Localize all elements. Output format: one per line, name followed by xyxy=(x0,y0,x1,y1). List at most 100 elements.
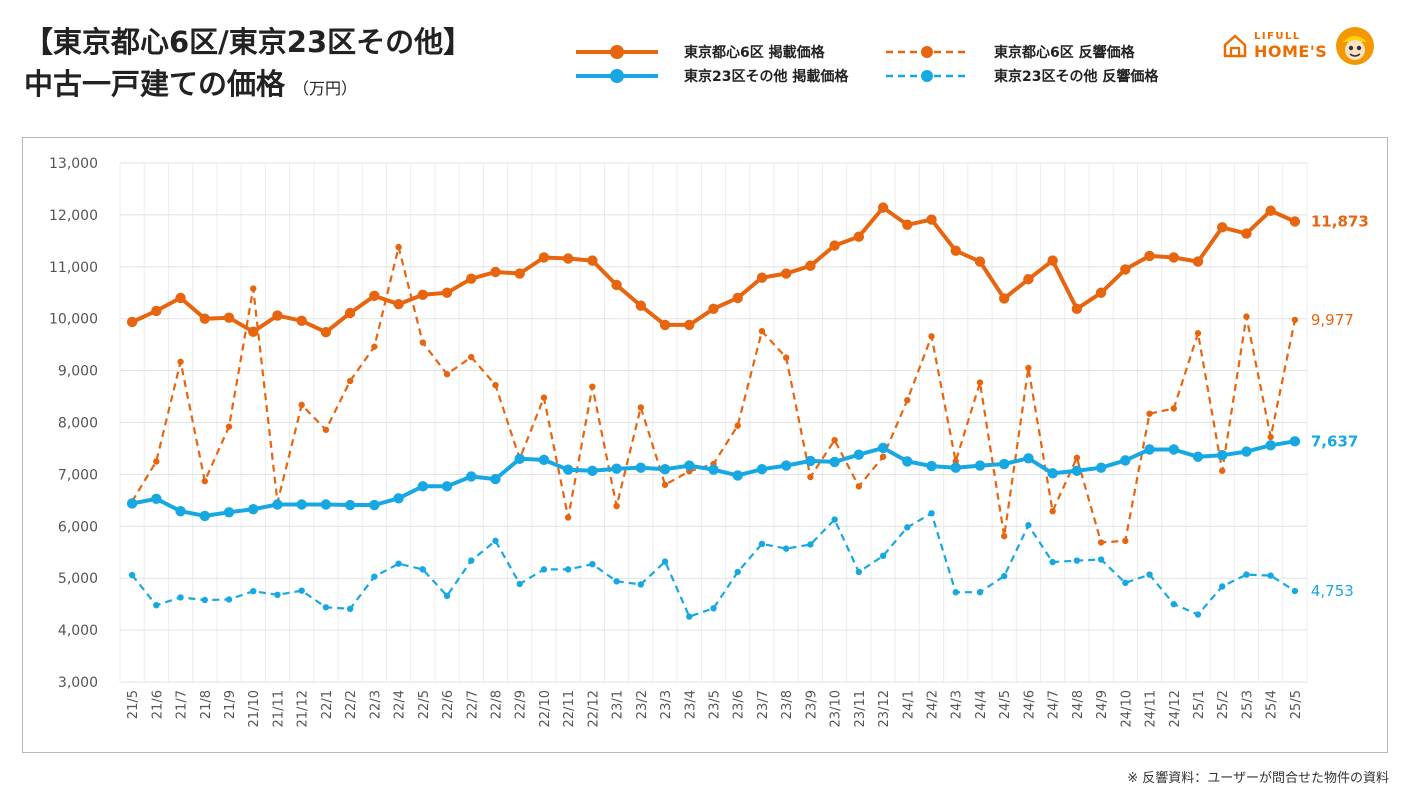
x-tick-label: 22/1 xyxy=(320,690,335,719)
data-point xyxy=(928,333,935,340)
data-point xyxy=(1291,587,1299,595)
x-tick-label: 23/3 xyxy=(659,690,674,719)
data-point xyxy=(661,558,669,565)
x-tick-label: 24/10 xyxy=(1119,690,1134,727)
data-point xyxy=(758,540,766,548)
x-tick-label: 25/2 xyxy=(1216,690,1231,719)
data-point xyxy=(468,353,475,361)
x-tick-label: 24/6 xyxy=(1022,690,1037,719)
data-point xyxy=(562,253,574,264)
data-point xyxy=(732,470,743,481)
data-point xyxy=(272,499,283,510)
data-point xyxy=(514,268,525,279)
data-point xyxy=(1267,433,1274,441)
footnote: ※ 反響資料：ユーザーが問合せた物件の資料 xyxy=(1127,771,1389,786)
data-point xyxy=(175,506,186,517)
data-point xyxy=(564,566,572,573)
data-point xyxy=(1170,405,1177,412)
x-tick-label: 25/3 xyxy=(1240,690,1255,719)
data-point xyxy=(128,571,136,579)
x-tick-label: 21/8 xyxy=(199,690,214,719)
data-point xyxy=(490,473,501,485)
data-point xyxy=(199,313,210,324)
x-tick-label: 22/9 xyxy=(514,690,529,719)
x-tick-label: 24/1 xyxy=(901,690,916,719)
data-point xyxy=(1146,410,1153,417)
data-point xyxy=(201,596,208,604)
data-point xyxy=(322,604,330,611)
data-point xyxy=(831,516,838,523)
x-tick-label: 21/9 xyxy=(223,690,238,719)
data-point xyxy=(637,581,645,588)
y-tick-label: 11,000 xyxy=(49,260,98,276)
legend-swatch-solid-orange xyxy=(576,45,658,59)
data-point xyxy=(1241,446,1252,457)
data-point xyxy=(1071,465,1083,476)
y-tick-label: 4,000 xyxy=(58,623,98,639)
data-point xyxy=(613,578,620,585)
data-point xyxy=(151,493,162,504)
x-tick-label: 22/8 xyxy=(489,690,504,719)
data-point xyxy=(201,477,208,485)
data-point xyxy=(998,293,1010,304)
legend-label: 東京都心6区 反響価格 xyxy=(994,45,1135,61)
data-point xyxy=(611,279,622,291)
data-point xyxy=(153,601,160,609)
data-point xyxy=(589,383,596,390)
data-point xyxy=(1217,222,1228,233)
data-point xyxy=(686,613,693,620)
data-point xyxy=(613,502,620,510)
y-tick-label: 7,000 xyxy=(58,467,98,483)
x-tick-label: 21/5 xyxy=(126,690,141,719)
data-point xyxy=(950,245,961,256)
data-point xyxy=(492,381,499,389)
data-point xyxy=(1217,449,1228,461)
x-tick-label: 24/11 xyxy=(1144,690,1159,727)
x-tick-label: 25/1 xyxy=(1192,690,1207,719)
data-point xyxy=(1122,537,1129,545)
x-tick-label: 25/5 xyxy=(1289,690,1304,719)
data-point xyxy=(225,596,233,603)
data-point xyxy=(371,573,378,580)
data-point xyxy=(1025,364,1032,372)
x-tick-label: 24/12 xyxy=(1168,690,1183,727)
data-point xyxy=(225,423,233,430)
data-point xyxy=(126,498,138,509)
data-point xyxy=(976,589,984,596)
data-point xyxy=(441,287,453,298)
x-tick-label: 25/4 xyxy=(1265,690,1280,719)
x-tick-label: 23/5 xyxy=(708,690,723,719)
data-point xyxy=(516,580,523,588)
chart-subtitle-text: 中古一戸建ての価格 xyxy=(24,67,286,101)
data-point xyxy=(346,605,354,613)
legend-label: 東京都心6区 掲載価格 xyxy=(684,45,825,61)
data-point xyxy=(879,552,887,560)
chart-subtitle: 中古一戸建ての価格 （万円） xyxy=(24,62,472,111)
data-point xyxy=(1146,571,1153,578)
data-point xyxy=(782,545,790,552)
data-point xyxy=(926,460,937,472)
mascot-face-icon xyxy=(1336,27,1375,65)
data-point xyxy=(756,464,768,475)
data-point xyxy=(1144,250,1155,262)
data-point xyxy=(904,524,911,531)
data-point xyxy=(344,307,356,319)
data-point xyxy=(395,560,402,567)
data-point xyxy=(492,537,499,545)
data-point xyxy=(710,605,717,612)
data-point xyxy=(151,305,162,317)
data-point xyxy=(175,292,186,304)
end-value-label: 7,637 xyxy=(1311,432,1358,450)
legend-label: 東京23区その他 掲載価格 xyxy=(684,69,849,85)
data-point xyxy=(1267,572,1274,579)
data-point xyxy=(1097,556,1105,563)
x-tick-label: 22/6 xyxy=(441,690,456,719)
x-tick-label: 24/4 xyxy=(974,690,989,719)
end-value-label: 11,873 xyxy=(1311,212,1369,230)
data-point xyxy=(853,449,865,460)
data-point xyxy=(635,462,647,473)
data-point xyxy=(1095,287,1107,298)
data-point xyxy=(587,255,598,266)
y-tick-label: 9,000 xyxy=(58,364,98,380)
data-point xyxy=(829,456,840,468)
